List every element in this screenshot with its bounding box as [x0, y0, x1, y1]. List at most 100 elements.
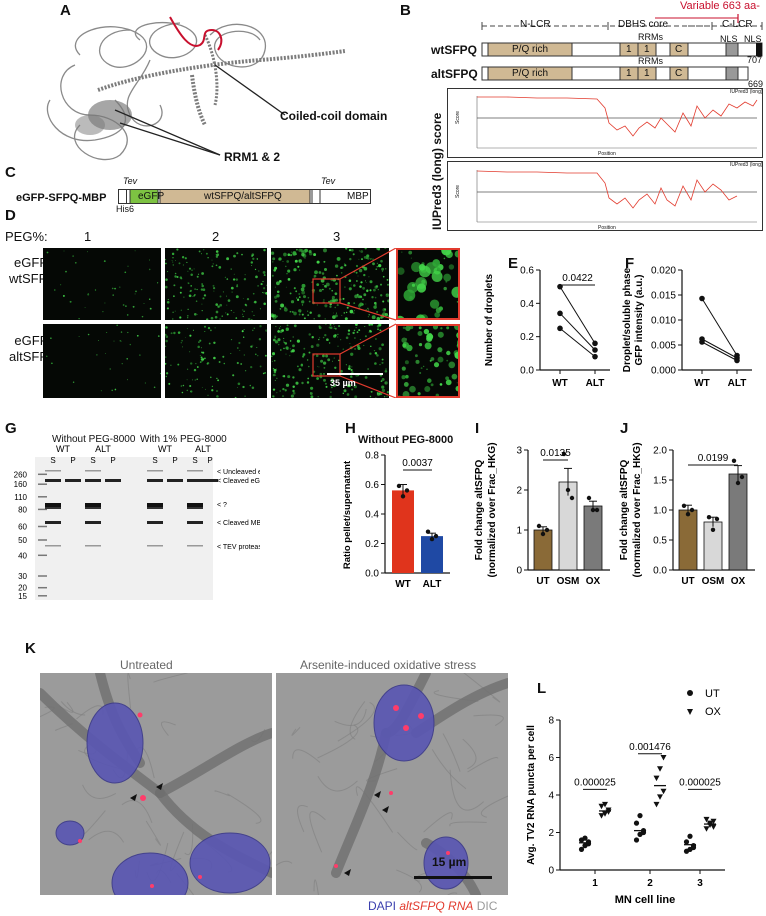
- l-ylabel: Avg. TV2 RNA puncta per cell: [526, 725, 537, 865]
- l-ox-point: [653, 775, 660, 782]
- iupred-yaxis-label: IUPred3 (long) score: [430, 112, 444, 230]
- droplet: [243, 310, 245, 312]
- droplet: [251, 253, 255, 256]
- droplet: [345, 311, 348, 314]
- droplet: [459, 380, 460, 384]
- droplet: [106, 332, 108, 333]
- droplet: [384, 369, 388, 373]
- droplet: [250, 345, 253, 348]
- droplet: [271, 314, 275, 318]
- droplet: [409, 295, 413, 300]
- droplet: [351, 371, 354, 374]
- peg-label: PEG%:: [5, 229, 48, 244]
- position-label-1: Position: [598, 151, 616, 157]
- droplet: [298, 259, 301, 262]
- j-y-tick-label: 0.0: [653, 566, 667, 577]
- l-ox-point: [657, 766, 663, 772]
- j-point: [681, 503, 687, 508]
- droplet: [339, 369, 343, 373]
- droplet: [326, 338, 329, 342]
- k-treated: Arsenite-induced oxidative stress: [300, 658, 477, 672]
- j-x-tick-label: OX: [731, 576, 746, 587]
- droplet: [262, 270, 266, 274]
- droplet: [190, 390, 192, 392]
- droplet: [84, 306, 86, 309]
- f-point: [699, 339, 705, 345]
- droplet: [329, 324, 332, 326]
- droplet: [347, 332, 351, 336]
- scale-bar-d: [327, 373, 383, 375]
- droplet: [374, 362, 377, 365]
- droplet: [189, 334, 192, 337]
- droplet: [165, 262, 167, 265]
- droplet: [318, 325, 321, 328]
- f-point: [699, 295, 705, 302]
- droplet: [296, 339, 300, 343]
- droplet: [214, 327, 216, 329]
- droplet: [272, 316, 276, 320]
- droplet: [186, 368, 189, 370]
- droplet: [329, 395, 332, 398]
- droplet: [342, 348, 345, 350]
- l-x-tick-label: 3: [697, 878, 703, 889]
- droplet: [236, 361, 239, 365]
- droplet: [283, 306, 287, 309]
- droplet: [127, 265, 129, 267]
- g-band: [187, 507, 203, 509]
- droplet: [316, 283, 320, 287]
- neurite-bg: [396, 869, 422, 893]
- neurite-bg: [313, 879, 319, 895]
- droplet: [357, 346, 361, 350]
- droplet: [357, 304, 362, 308]
- droplet: [213, 341, 216, 344]
- g-band-label: < Cleaved MBP: [217, 520, 260, 527]
- arrowhead: [382, 806, 389, 813]
- g-band: [167, 479, 183, 482]
- l-ut-point: [690, 844, 697, 851]
- droplet: [378, 324, 382, 327]
- droplet: [216, 390, 218, 392]
- droplet: [263, 292, 265, 294]
- droplet: [197, 345, 200, 349]
- nucleus: [55, 820, 85, 846]
- droplet: [402, 326, 406, 330]
- l-ox-point: [660, 755, 667, 761]
- droplet: [226, 295, 227, 297]
- i-point: [590, 507, 596, 513]
- egfp-label: eGFP: [138, 191, 165, 202]
- i-point: [544, 527, 550, 533]
- droplet: [438, 306, 443, 311]
- droplet: [371, 296, 374, 299]
- droplet: [257, 285, 259, 287]
- droplet: [193, 295, 195, 297]
- droplet: [124, 271, 127, 274]
- droplet: [165, 362, 167, 365]
- droplet: [202, 297, 205, 300]
- droplet: [194, 288, 196, 290]
- droplet: [352, 331, 355, 335]
- droplet: [381, 385, 385, 389]
- droplet: [227, 299, 231, 302]
- droplet: [374, 338, 377, 340]
- droplet: [276, 377, 278, 379]
- droplet: [331, 295, 335, 300]
- droplet: [276, 392, 278, 394]
- droplet: [278, 280, 282, 283]
- droplet: [193, 268, 195, 270]
- droplet: [415, 359, 420, 364]
- droplet: [236, 387, 238, 389]
- panel-d-label: D: [5, 207, 16, 224]
- g-mw-label: 30: [18, 572, 27, 581]
- droplet: [316, 304, 318, 306]
- rrms-label-2: RRMs: [638, 56, 663, 66]
- droplet: [368, 276, 370, 278]
- droplet: [231, 291, 233, 293]
- droplet: [354, 324, 358, 326]
- droplet: [308, 365, 310, 368]
- neurite-bg: [227, 793, 262, 824]
- i-ylabel-2: (normalized over Frac_HKG): [487, 442, 498, 577]
- droplet: [328, 326, 331, 329]
- g-band: [147, 521, 163, 524]
- e-pval: 0.0422: [562, 273, 593, 284]
- droplet: [213, 290, 215, 292]
